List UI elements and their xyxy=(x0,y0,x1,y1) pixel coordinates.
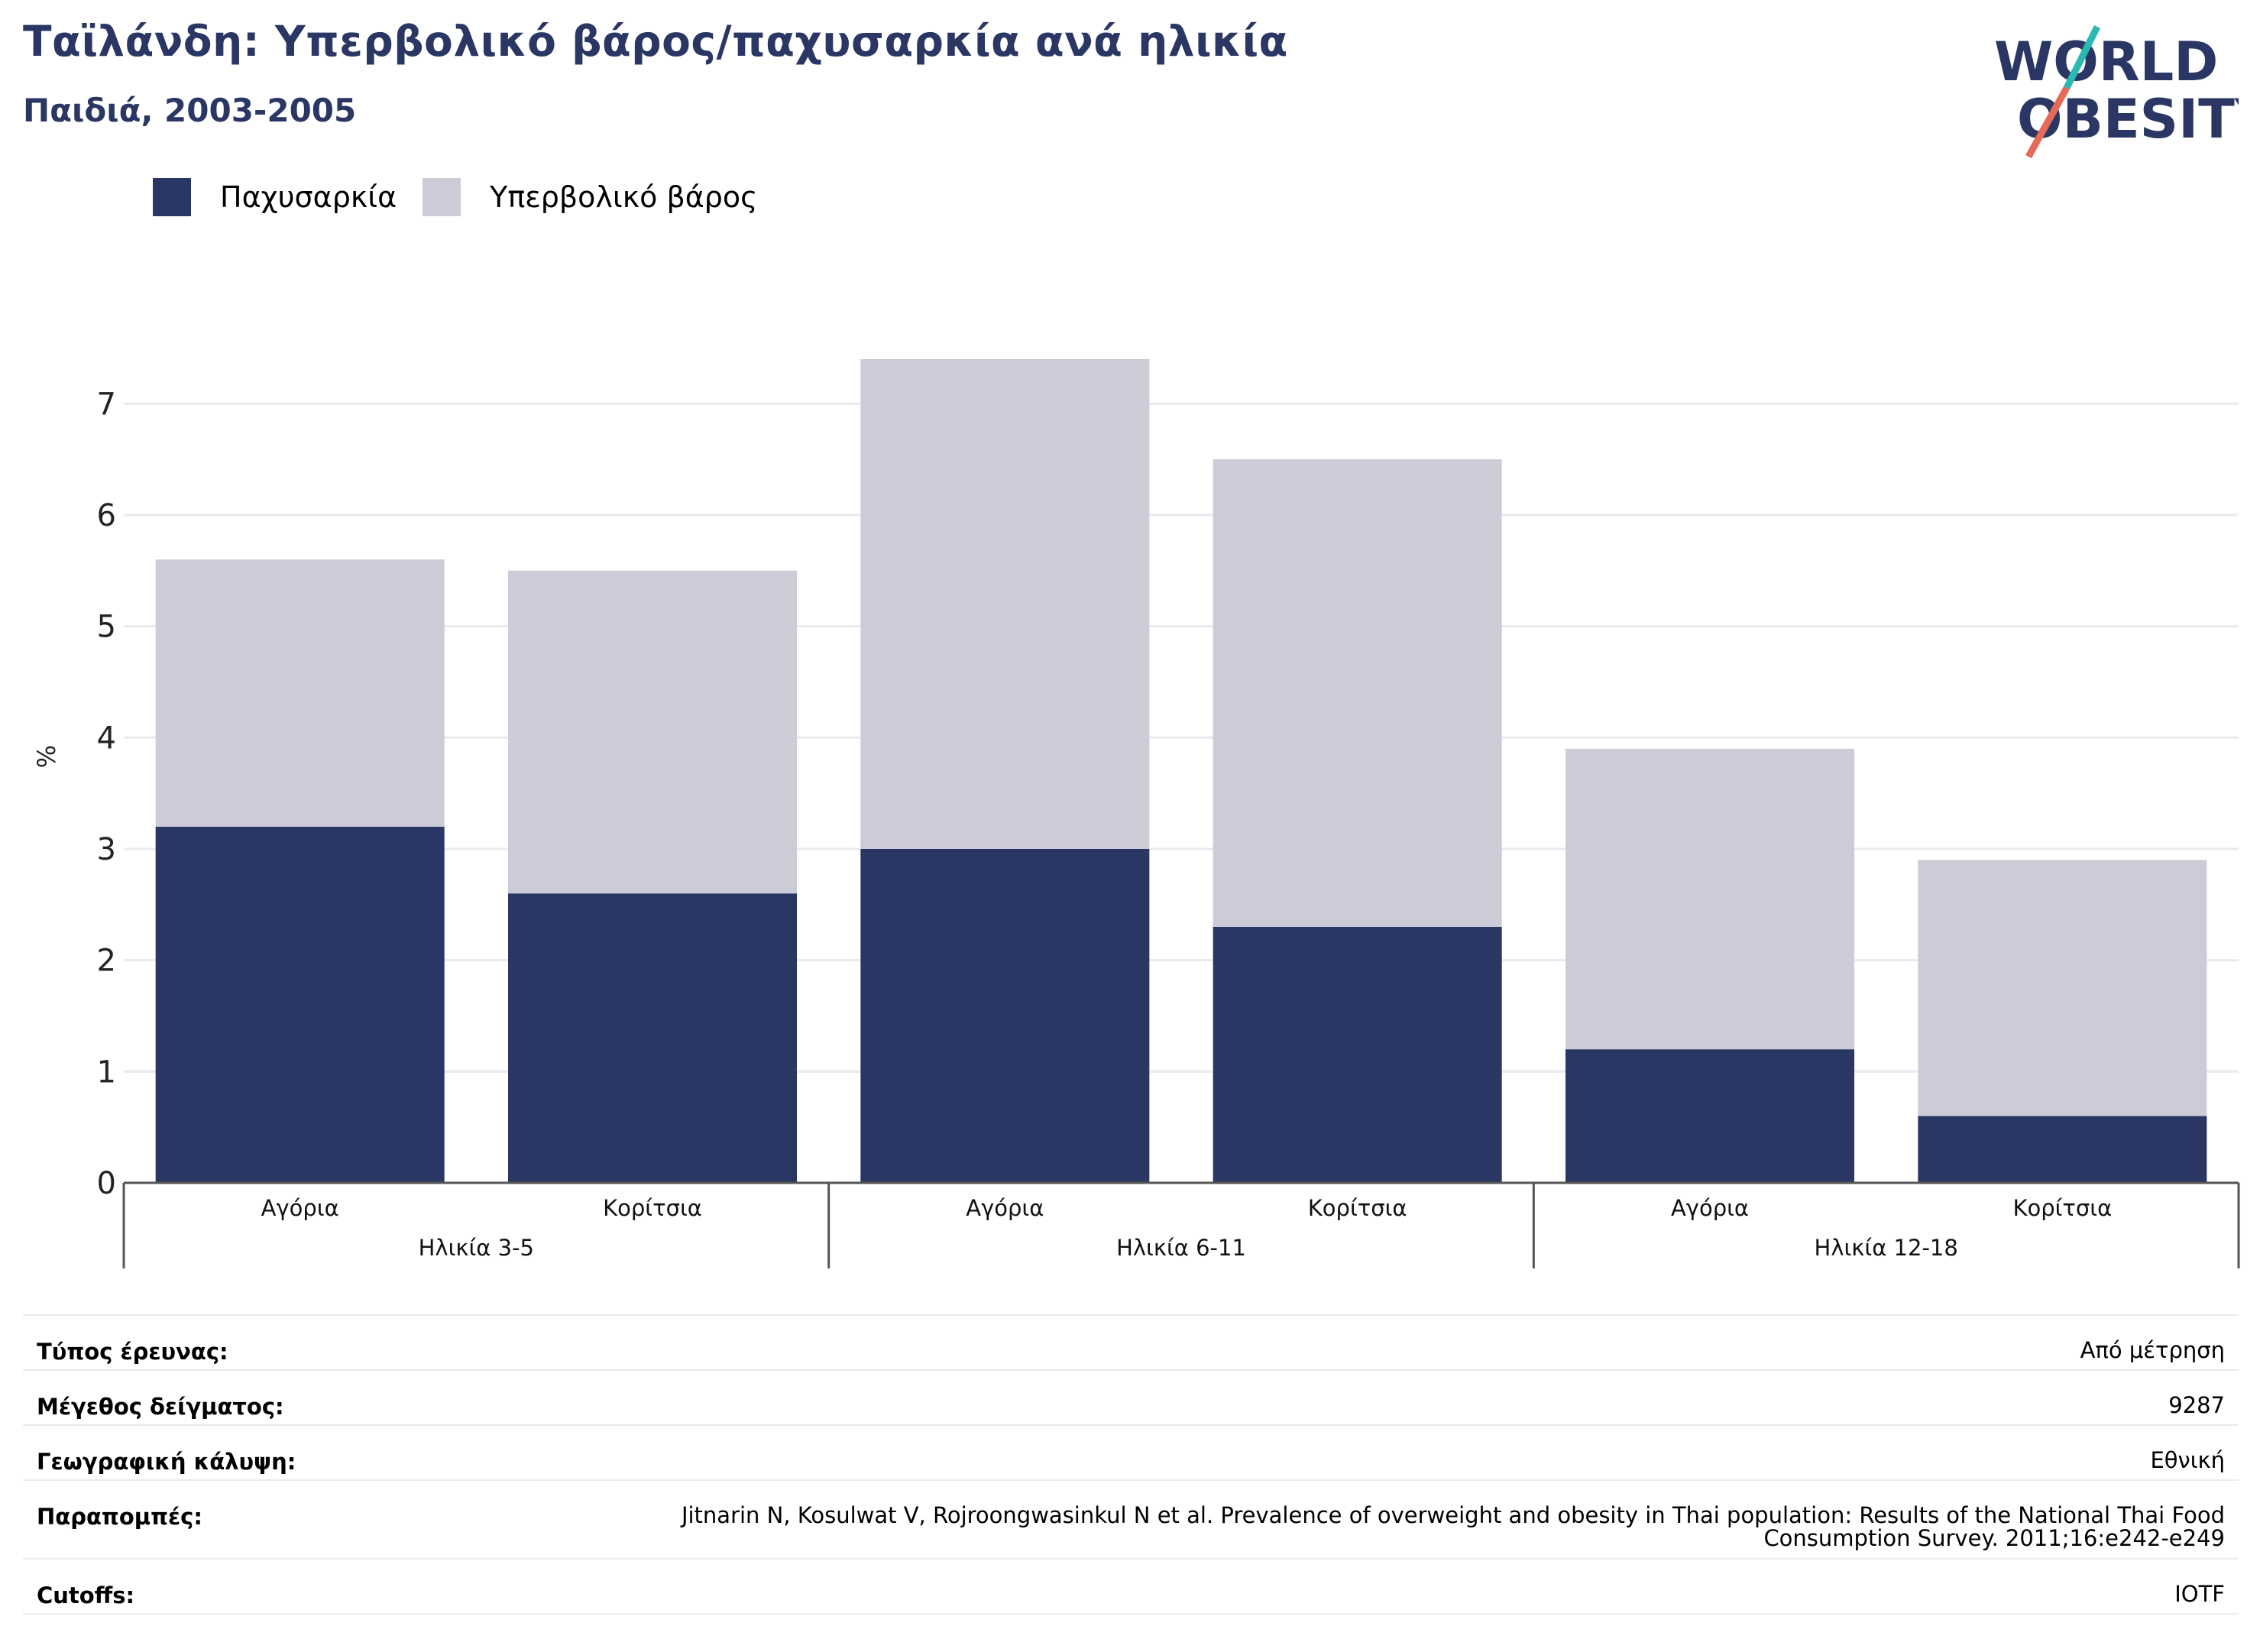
logo-line-2: OBESITY xyxy=(2017,88,2239,151)
info-value-line: IOTF xyxy=(2174,1581,2225,1607)
bar-overweight xyxy=(860,359,1150,849)
bar-obesity xyxy=(860,848,1150,1183)
info-key: Παραπομπές: xyxy=(23,1479,354,1560)
survey-info-table: Τύπος έρευνας: Από μέτρηση Μέγεθος δείγματ… xyxy=(23,1314,2239,1615)
y-tick-label: 7 xyxy=(97,387,116,422)
y-tick-label: 5 xyxy=(97,610,116,645)
info-key: Τύπος έρευνας: xyxy=(23,1314,354,1371)
y-tick-label: 3 xyxy=(97,832,116,867)
logo-slash-coral xyxy=(2025,86,2070,159)
x-category-label: Αγόρια xyxy=(261,1195,339,1221)
info-value: IOTF xyxy=(353,1558,2239,1615)
x-category-label: Κορίτσια xyxy=(603,1195,702,1221)
info-value: Από μέτρηση xyxy=(353,1314,2239,1371)
legend: Παχυσαρκία Υπερβολικό βάρος xyxy=(153,176,783,219)
info-value-line: Από μέτρηση xyxy=(2080,1337,2225,1363)
y-tick-label: 6 xyxy=(97,498,116,533)
y-tick-label: 0 xyxy=(97,1166,116,1201)
x-group-label: Ηλικία 6-11 xyxy=(1116,1235,1246,1261)
info-key: Μέγεθος δείγματος: xyxy=(23,1369,354,1426)
bar-obesity xyxy=(1565,1049,1854,1183)
chart-title: Ταϊλάνδη: Υπερβολικό βάρος/παχυσαρκία αν… xyxy=(23,17,1288,66)
info-row: Cutoffs: IOTF xyxy=(23,1558,2239,1615)
x-group-label: Ηλικία 3-5 xyxy=(419,1235,534,1261)
info-value: Εθνική xyxy=(353,1424,2239,1481)
logo-line-1: WORLD xyxy=(1994,31,2218,93)
legend-item-obesity[interactable]: Παχυσαρκία xyxy=(153,178,397,216)
y-tick-label: 1 xyxy=(97,1054,116,1090)
info-value: Jitnarin N, Kosulwat V, Rojroongwasinkul… xyxy=(353,1479,2239,1560)
info-value-line: Consumption Survey. 2011;16:e242-e249 xyxy=(1763,1525,2225,1552)
info-value: 9287 xyxy=(353,1369,2239,1426)
y-tick-label: 4 xyxy=(97,721,116,756)
legend-swatch-obesity xyxy=(153,178,191,216)
info-row: Γεωγραφική κάλυψη: Εθνική xyxy=(23,1424,2239,1481)
y-axis-label: % xyxy=(32,745,61,768)
x-category-label: Κορίτσια xyxy=(1308,1195,1407,1221)
bar-overweight xyxy=(1213,459,1502,927)
info-row: Παραπομπές: Jitnarin N, Kosulwat V, Rojro… xyxy=(23,1479,2239,1560)
bar-obesity xyxy=(1213,926,1502,1183)
info-value-line: Εθνική xyxy=(2150,1447,2225,1473)
bar-overweight xyxy=(1918,860,2207,1116)
info-value-line: 9287 xyxy=(2168,1392,2225,1418)
bar-obesity xyxy=(155,826,445,1183)
bar-obesity xyxy=(1918,1116,2207,1183)
stacked-bar-chart: 0 1 2 3 4 5 6 7% Αγόρια Κορίτσια Αγόρια Κορίτσια Αγό… xyxy=(32,359,2240,1268)
info-key: Cutoffs: xyxy=(23,1558,354,1615)
bar-obesity xyxy=(508,893,797,1183)
info-value-line: Jitnarin N, Kosulwat V, Rojroongwasinkul… xyxy=(681,1502,2225,1528)
bar-overweight xyxy=(1565,748,1854,1050)
logo-slash-teal xyxy=(2063,24,2101,90)
x-category-label: Αγόρια xyxy=(1671,1195,1749,1221)
legend-swatch-overweight xyxy=(423,178,461,216)
bar-overweight xyxy=(155,559,445,827)
world-obesity-logo: WORLD OBESITY xyxy=(1994,24,2239,159)
bar-overweight xyxy=(508,570,797,894)
legend-label-obesity: Παχυσαρκία xyxy=(220,180,397,214)
info-row: Τύπος έρευνας: Από μέτρηση xyxy=(23,1314,2239,1371)
info-row: Μέγεθος δείγματος: 9287 xyxy=(23,1369,2239,1426)
legend-item-overweight[interactable]: Υπερβολικό βάρος xyxy=(423,178,757,216)
legend-label-overweight: Υπερβολικό βάρος xyxy=(490,180,758,214)
info-key: Γεωγραφική κάλυψη: xyxy=(23,1424,354,1481)
x-group-label: Ηλικία 12-18 xyxy=(1815,1235,1958,1261)
y-tick-label: 2 xyxy=(97,944,116,979)
chart-subtitle: Παιδιά, 2003-2005 xyxy=(23,92,357,129)
x-category-label: Κορίτσια xyxy=(2012,1195,2112,1221)
x-category-label: Αγόρια xyxy=(966,1195,1044,1221)
